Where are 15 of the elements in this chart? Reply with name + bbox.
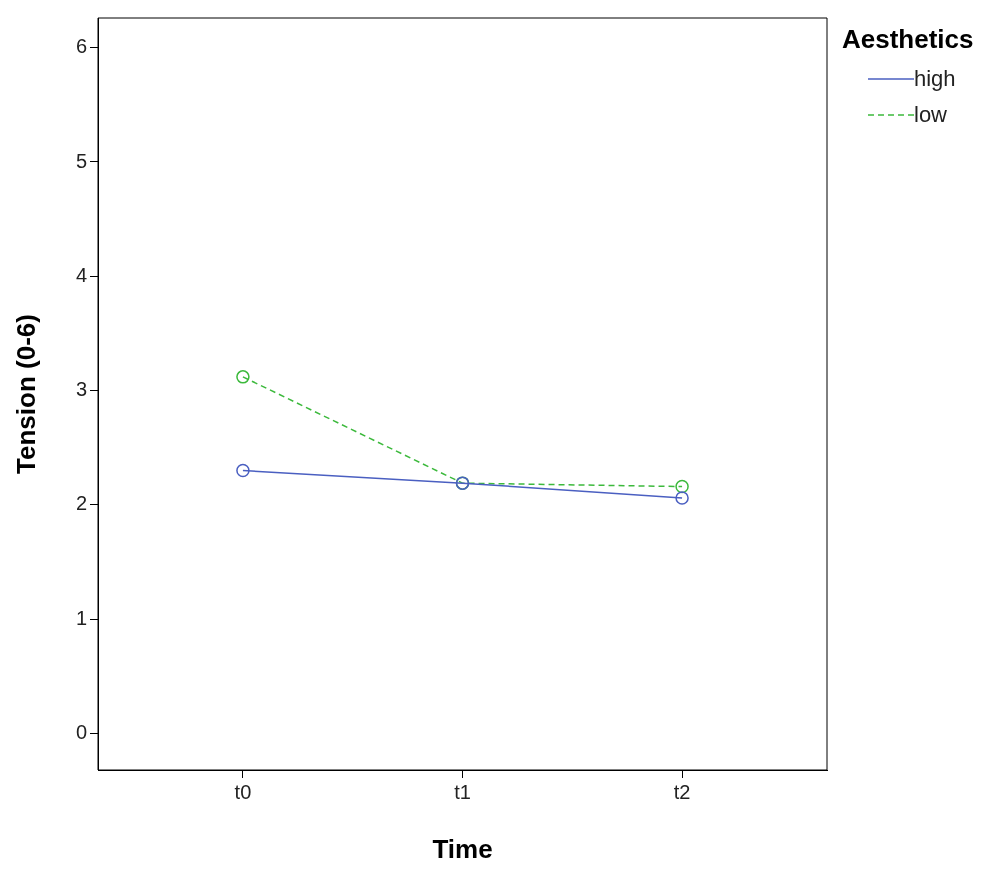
y-tick-label: 1 bbox=[75, 606, 87, 629]
x-tick-label: t2 bbox=[673, 780, 691, 803]
x-tick-label: t0 bbox=[234, 780, 252, 803]
y-tick-label: 3 bbox=[75, 378, 87, 401]
y-tick-label: 5 bbox=[75, 149, 87, 172]
y-tick-label: 4 bbox=[75, 263, 87, 286]
legend-title: Aesthetics bbox=[842, 24, 974, 55]
y-tick-label: 6 bbox=[75, 35, 87, 58]
x-axis-title: Time bbox=[432, 833, 493, 864]
legend-label: high bbox=[914, 66, 956, 92]
x-tick-label: t1 bbox=[454, 780, 471, 803]
y-tick-label: 0 bbox=[75, 720, 87, 743]
legend-label: low bbox=[914, 102, 948, 128]
y-tick-label: 2 bbox=[75, 492, 87, 515]
y-axis-title: Tension (0-6) bbox=[10, 314, 41, 474]
